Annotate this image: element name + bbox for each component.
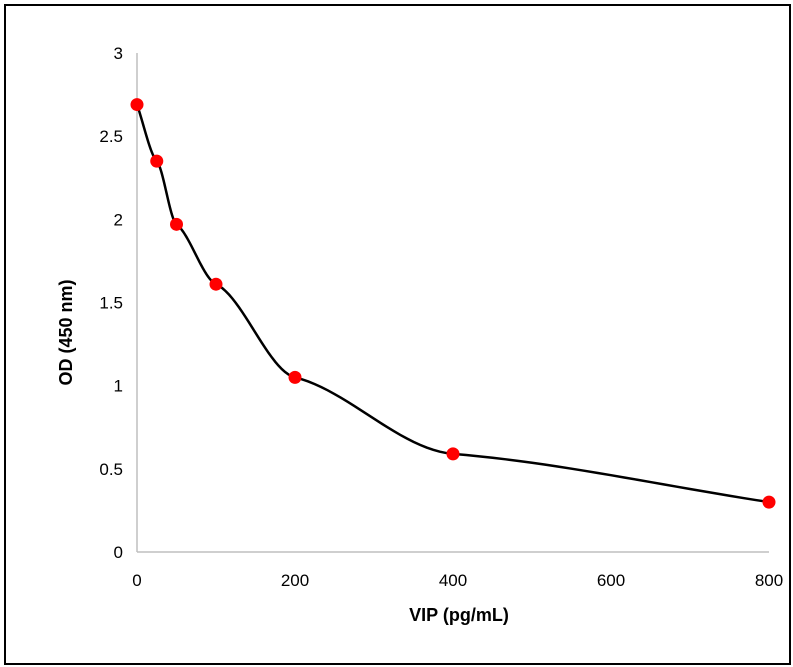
data-point	[209, 277, 223, 291]
x-tick-labels: 0 200 400 600 800	[132, 571, 783, 590]
data-points	[130, 98, 776, 509]
x-tick-label: 400	[439, 571, 467, 590]
x-tick-label: 200	[281, 571, 309, 590]
y-tick-label: 1	[114, 377, 123, 396]
chart-frame	[4, 4, 791, 665]
y-tick-label: 1.5	[99, 294, 123, 313]
y-axis-title: OD (450 nm)	[56, 279, 76, 385]
axes	[136, 53, 769, 553]
data-point	[762, 495, 776, 509]
data-point	[288, 370, 302, 384]
x-tick-label: 800	[755, 571, 783, 590]
y-tick-label: 2	[114, 210, 123, 229]
y-tick-label: 2.5	[99, 127, 123, 146]
fit-curve	[135, 104, 770, 504]
data-point	[170, 217, 183, 231]
y-tick-label: 0.5	[99, 460, 123, 479]
data-point	[150, 154, 164, 168]
x-tick-label: 0	[132, 571, 141, 590]
x-axis-title: VIP (pg/mL)	[409, 605, 509, 625]
y-tick-label: 3	[114, 44, 123, 63]
x-tick-label: 600	[597, 571, 625, 590]
y-tick-labels: 0 0.5 1 1.5 2 2.5 3	[99, 44, 123, 562]
data-point	[130, 98, 144, 112]
data-point	[446, 447, 460, 461]
y-tick-label: 0	[114, 543, 123, 562]
